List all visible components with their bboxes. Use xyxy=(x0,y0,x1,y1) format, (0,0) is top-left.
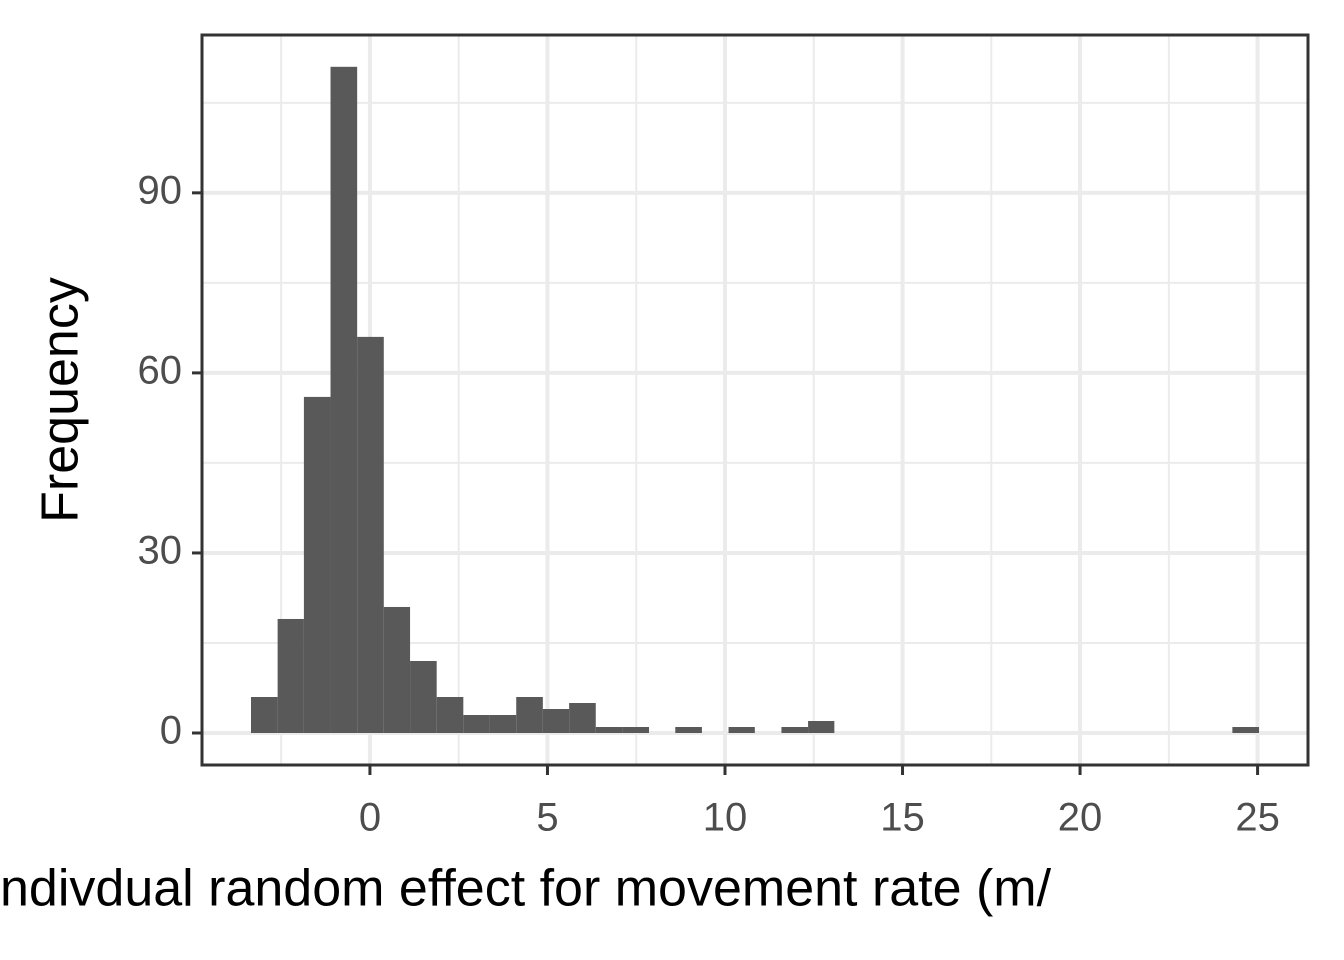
bar xyxy=(569,703,596,734)
bar xyxy=(277,618,304,734)
y-tick-label: 30 xyxy=(138,529,183,573)
bar xyxy=(303,396,331,734)
y-axis-title: Frequency xyxy=(32,277,90,523)
plot-border xyxy=(200,33,1310,767)
y-tick-label: 0 xyxy=(160,709,182,753)
x-tick-label: 5 xyxy=(536,796,558,840)
y-tick-label: 60 xyxy=(138,348,183,392)
bar xyxy=(542,709,570,734)
bar xyxy=(622,727,650,734)
bar xyxy=(595,727,623,734)
bar xyxy=(516,696,543,734)
bar xyxy=(436,696,464,734)
x-axis-title: ndivdual random effect for movement rate… xyxy=(0,860,1052,918)
x-tick-label: 10 xyxy=(703,796,748,840)
bar xyxy=(675,727,702,734)
x-tick-label: 0 xyxy=(359,796,381,840)
bar xyxy=(463,715,490,734)
bar xyxy=(383,606,411,734)
x-tick-label: 20 xyxy=(1058,796,1103,840)
bar xyxy=(250,696,278,734)
bar xyxy=(808,721,835,734)
bar xyxy=(1232,727,1260,734)
bar xyxy=(728,727,755,734)
bar xyxy=(357,336,384,734)
bar xyxy=(489,715,517,734)
x-tick-label: 25 xyxy=(1235,796,1280,840)
bar xyxy=(330,66,358,734)
bar xyxy=(781,727,809,734)
bar xyxy=(410,660,437,734)
y-tick-label: 90 xyxy=(138,168,183,212)
x-tick-label: 15 xyxy=(880,796,925,840)
